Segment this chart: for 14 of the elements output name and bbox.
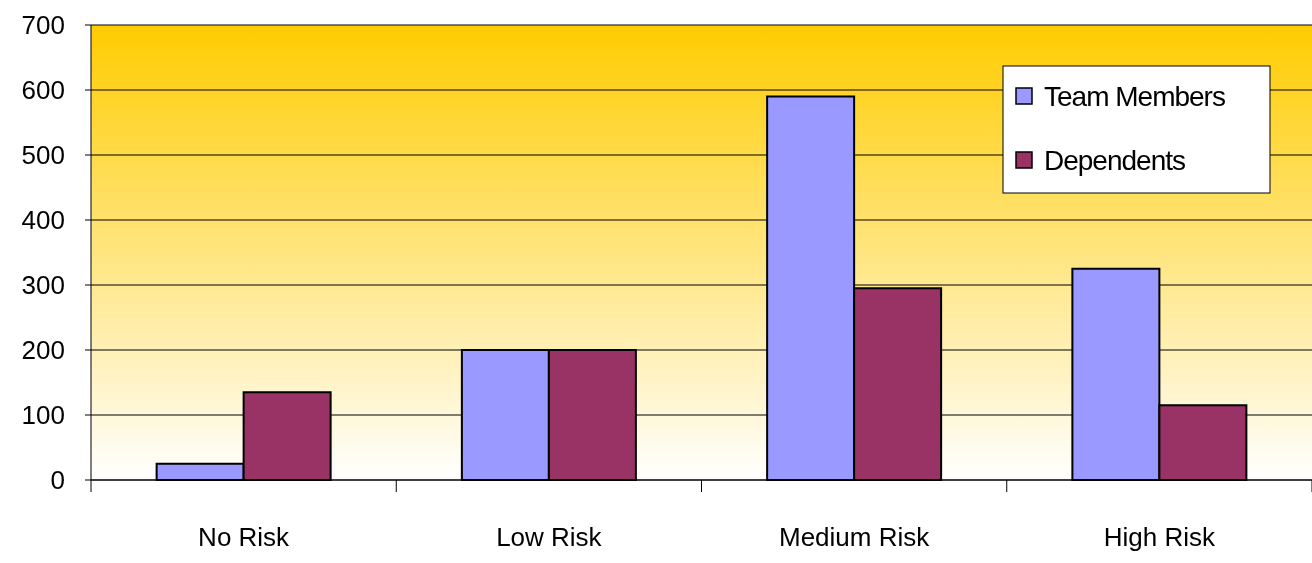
y-tick-label: 0	[50, 465, 65, 496]
legend-label: Dependents	[1044, 144, 1186, 176]
y-tick-label: 300	[21, 270, 65, 301]
x-tick-label: High Risk	[1103, 522, 1216, 552]
x-tick-label: Medium Risk	[779, 522, 931, 552]
x-tick-label: Low Risk	[496, 522, 603, 552]
x-tick-label: No Risk	[198, 522, 291, 552]
legend-label: Team Members	[1044, 80, 1225, 112]
y-tick-label: 500	[21, 140, 65, 171]
y-tick-label: 100	[21, 400, 65, 431]
y-tick-label: 400	[21, 205, 65, 236]
y-tick-label: 200	[21, 335, 65, 366]
y-tick-label: 700	[21, 10, 65, 41]
y-tick-label: 600	[21, 75, 65, 106]
